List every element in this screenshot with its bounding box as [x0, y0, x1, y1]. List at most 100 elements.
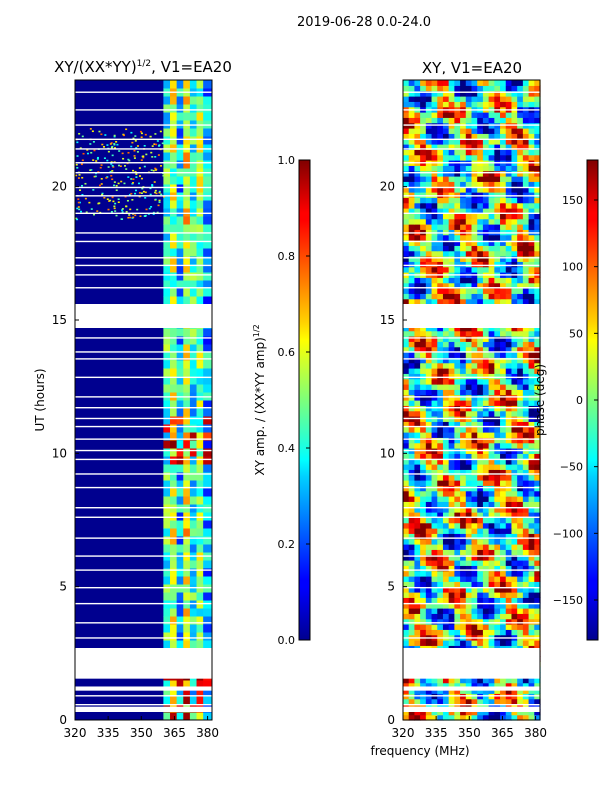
amplitude-noise-pixel — [76, 218, 79, 221]
L-flagged-row — [75, 516, 212, 518]
phase-cell — [528, 597, 535, 604]
phase-cell — [460, 442, 467, 449]
phase-cell — [482, 357, 490, 364]
amplitude-cell — [163, 408, 171, 417]
phase-cell — [454, 714, 461, 721]
phase-cell — [500, 346, 507, 353]
amplitude-panel: XY/(XX*YY)1/2, V1=EA20 320 335 350 365 380 0… — [33, 58, 232, 740]
phase-cell — [448, 688, 455, 694]
phase-cell — [528, 538, 535, 545]
amplitude-cell — [183, 624, 191, 633]
phase-cell — [408, 533, 416, 540]
phase-cell — [505, 197, 513, 204]
amplitude-noise-pixel — [124, 195, 127, 198]
phase-cell — [408, 213, 416, 220]
phase-cell — [511, 224, 518, 230]
amplitude-noise-pixel — [123, 182, 126, 185]
phase-cell — [522, 549, 530, 556]
amplitude-cell — [196, 432, 204, 441]
phase-cell — [505, 138, 513, 145]
phase-cell — [431, 117, 438, 124]
phase-cell — [528, 512, 535, 518]
phase-cell — [425, 357, 433, 364]
phase-cell — [505, 80, 513, 86]
amplitude-noise-pixel — [111, 154, 114, 157]
amplitude-cell — [183, 560, 191, 569]
phase-cell — [403, 336, 410, 342]
phase-cell — [408, 640, 416, 646]
amplitude-cell — [203, 200, 213, 209]
amplitude-cell — [196, 136, 204, 145]
phase-cell — [522, 368, 530, 374]
phase-cell — [425, 288, 433, 294]
phase-cell — [488, 266, 495, 273]
phase-cell — [431, 330, 438, 337]
amplitude-noise-pixel — [139, 175, 142, 177]
phase-cell — [454, 458, 461, 465]
phase-cell — [500, 426, 507, 433]
phase-cell — [454, 197, 461, 204]
phase-cell — [477, 480, 484, 486]
phase-cell — [471, 400, 478, 406]
phase-cell — [437, 245, 444, 252]
phase-cell — [408, 266, 416, 273]
phase-cell — [420, 698, 427, 705]
L-flagged-row — [75, 686, 212, 688]
phase-cell — [488, 362, 495, 369]
amplitude-noise-pixel — [93, 213, 96, 216]
amplitude-cell — [183, 640, 191, 649]
phase-cell — [425, 213, 433, 220]
phase-cell — [488, 197, 495, 204]
phase-cell — [414, 197, 421, 204]
phase-cell — [482, 565, 490, 572]
amplitude-cell — [196, 624, 204, 633]
phase-cell — [488, 90, 495, 97]
amplitude-cell — [196, 520, 204, 529]
phase-cell — [471, 218, 478, 225]
phase-cell — [500, 618, 507, 625]
amplitude-cell — [176, 288, 184, 297]
phase-cell — [408, 501, 416, 508]
phase-cell — [448, 517, 455, 524]
phase-cell — [460, 602, 467, 609]
phase-cell — [482, 560, 490, 566]
L-flagged-row — [75, 425, 212, 428]
phase-cell — [431, 90, 438, 97]
phase-cell — [420, 224, 427, 230]
amplitude-cell — [183, 448, 191, 457]
amplitude-cell — [176, 224, 184, 233]
phase-cell — [522, 112, 530, 118]
amplitude-cell — [189, 496, 198, 505]
L-flagged-row — [75, 319, 212, 322]
amplitude-noise-pixel — [132, 137, 135, 140]
phase-cell — [437, 581, 444, 588]
phase-cell — [425, 506, 433, 513]
phase-cell — [448, 426, 455, 433]
phase-cell — [500, 453, 507, 460]
phase-cell — [494, 522, 501, 529]
phase-cell — [460, 576, 467, 582]
phase-cell — [471, 458, 478, 465]
amplitude-cell — [170, 632, 178, 641]
phase-cell — [482, 245, 490, 252]
phase-cell — [431, 154, 438, 161]
phase-cell — [471, 640, 478, 646]
phase-cell — [448, 288, 455, 294]
phase-cell — [477, 538, 484, 545]
phase-cell — [460, 80, 467, 86]
phase-cell — [477, 384, 484, 390]
amplitude-noise-pixel — [132, 181, 135, 184]
phase-cell — [460, 282, 467, 289]
phase-cell — [448, 256, 455, 262]
phase-cell — [437, 341, 444, 348]
phase-cell — [534, 544, 541, 550]
phase-cell — [408, 437, 416, 444]
phase-cell — [505, 533, 513, 540]
amplitude-cell — [183, 216, 191, 225]
phase-cell — [482, 544, 490, 550]
phase-cell — [408, 288, 416, 294]
L-flagged-row — [75, 637, 212, 639]
phase-cell — [437, 565, 444, 572]
phase-cell — [511, 325, 518, 332]
phase-cell — [420, 138, 427, 145]
